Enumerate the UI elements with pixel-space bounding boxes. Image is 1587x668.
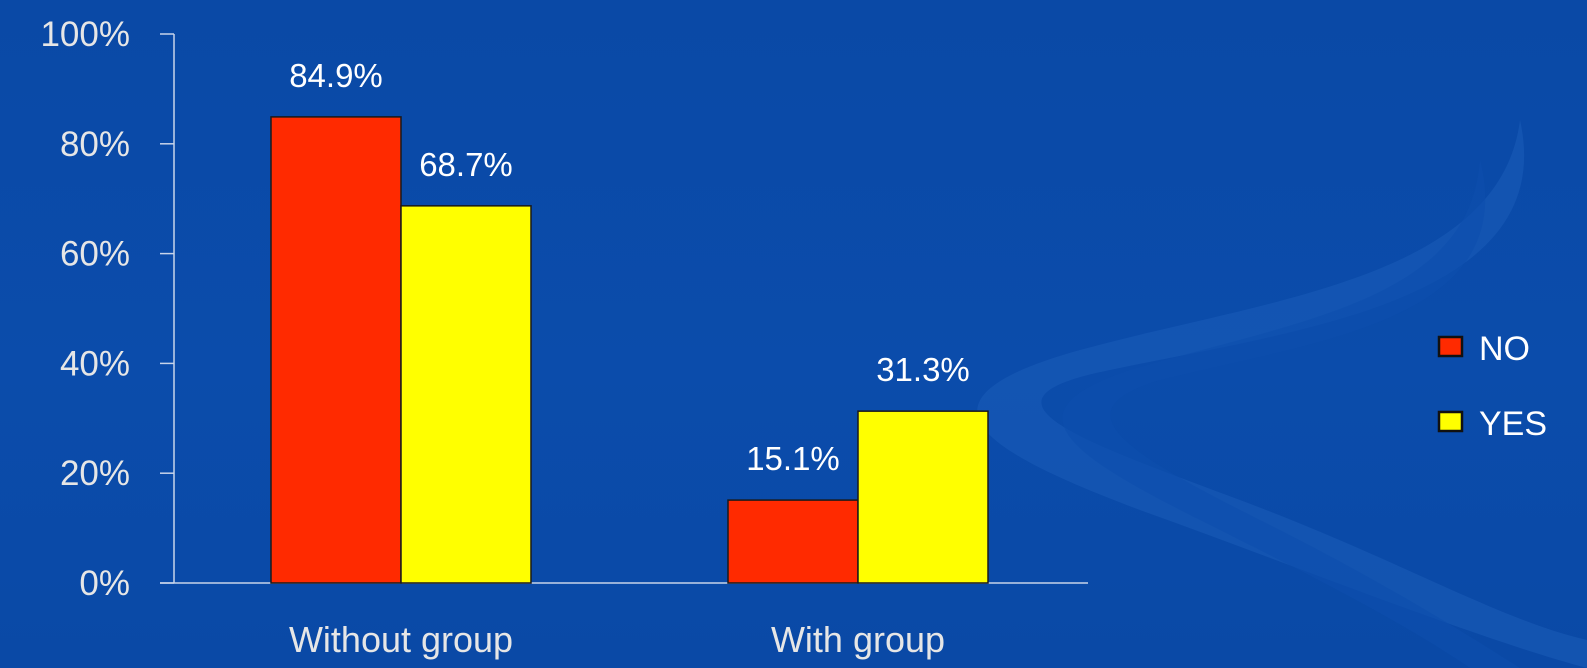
legend-swatch-no: [1437, 335, 1464, 358]
x-category-label: Without group: [289, 619, 513, 660]
bar-yes-1: [857, 410, 989, 584]
legend-label-no: NO: [1479, 330, 1530, 368]
chart-data-labels: 84.9% 68.7% 15.1% 31.3%: [289, 57, 970, 477]
y-tick-label: 100%: [40, 15, 130, 54]
bar-yes-0: [400, 205, 532, 584]
chart-axes: 0% 20% 40% 60% 80% 100% Without group With grou…: [40, 15, 1088, 660]
bar-no-1: [727, 499, 859, 584]
y-tick-label: 80%: [60, 125, 130, 164]
y-tick-label: 60%: [60, 235, 130, 274]
y-tick-label: 20%: [60, 454, 130, 493]
data-label: 31.3%: [876, 351, 970, 388]
data-label: 15.1%: [746, 440, 840, 477]
y-tick-label: 40%: [60, 344, 130, 383]
data-label: 68.7%: [419, 146, 513, 183]
legend-label-yes: YES: [1479, 405, 1547, 443]
y-tick-label: 0%: [79, 564, 130, 603]
chart-legend: NO YES: [1437, 330, 1547, 443]
data-label: 84.9%: [289, 57, 383, 94]
chart-bars: [270, 116, 989, 584]
legend-swatch-yes: [1437, 410, 1464, 433]
bar-no-0: [270, 116, 402, 584]
x-category-label: With group: [771, 619, 945, 660]
